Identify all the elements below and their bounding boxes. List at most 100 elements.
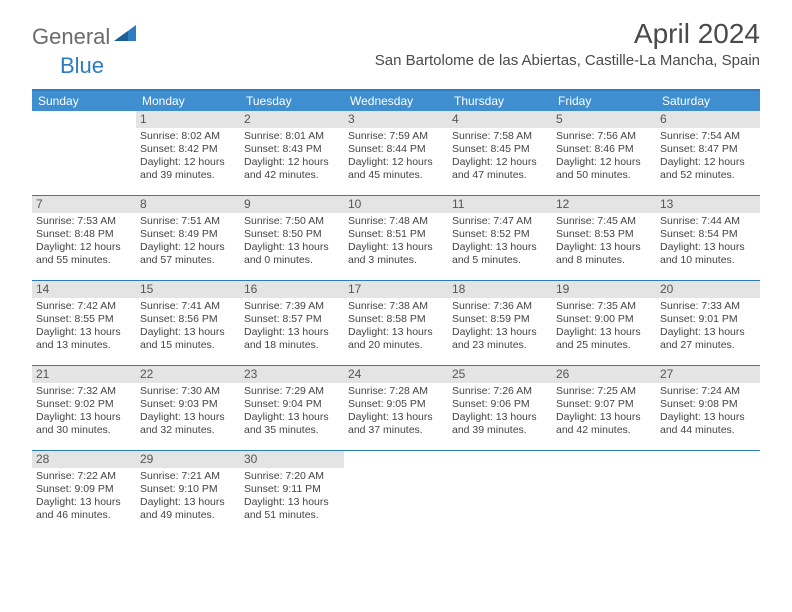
logo-triangle-icon xyxy=(114,25,136,46)
sunrise-line: Sunrise: 7:35 AM xyxy=(556,300,652,313)
day-number: 28 xyxy=(32,451,136,468)
daylight-line-2: and 25 minutes. xyxy=(556,339,652,352)
sunrise-line: Sunrise: 7:22 AM xyxy=(36,470,132,483)
day-number: 4 xyxy=(448,111,552,128)
daylight-line-2: and 8 minutes. xyxy=(556,254,652,267)
day-number: 19 xyxy=(552,281,656,298)
sunrise-line: Sunrise: 8:02 AM xyxy=(140,130,236,143)
sunset-line: Sunset: 9:02 PM xyxy=(36,398,132,411)
daylight-line-1: Daylight: 13 hours xyxy=(140,411,236,424)
day-cell: 5Sunrise: 7:56 AMSunset: 8:46 PMDaylight… xyxy=(552,111,656,195)
daylight-line-2: and 18 minutes. xyxy=(244,339,340,352)
daylight-line-1: Daylight: 12 hours xyxy=(140,241,236,254)
daylight-line-2: and 39 minutes. xyxy=(452,424,548,437)
daylight-line-1: Daylight: 13 hours xyxy=(660,326,756,339)
day-number: 6 xyxy=(656,111,760,128)
day-number: 3 xyxy=(344,111,448,128)
sunset-line: Sunset: 9:06 PM xyxy=(452,398,548,411)
sunset-line: Sunset: 9:07 PM xyxy=(556,398,652,411)
daylight-line-2: and 45 minutes. xyxy=(348,169,444,182)
daylight-line-1: Daylight: 13 hours xyxy=(140,326,236,339)
sunrise-line: Sunrise: 7:36 AM xyxy=(452,300,548,313)
sunrise-line: Sunrise: 7:32 AM xyxy=(36,385,132,398)
daylight-line-1: Daylight: 13 hours xyxy=(244,411,340,424)
day-number: 10 xyxy=(344,196,448,213)
location-title: San Bartolome de las Abiertas, Castille-… xyxy=(375,52,760,69)
sunset-line: Sunset: 9:03 PM xyxy=(140,398,236,411)
day-cell: 29Sunrise: 7:21 AMSunset: 9:10 PMDayligh… xyxy=(136,451,240,535)
daylight-line-2: and 37 minutes. xyxy=(348,424,444,437)
sunrise-line: Sunrise: 7:25 AM xyxy=(556,385,652,398)
day-number: 16 xyxy=(240,281,344,298)
day-number: 2 xyxy=(240,111,344,128)
daylight-line-1: Daylight: 13 hours xyxy=(36,411,132,424)
sunrise-line: Sunrise: 7:41 AM xyxy=(140,300,236,313)
daylight-line-2: and 30 minutes. xyxy=(36,424,132,437)
day-cell: 2Sunrise: 8:01 AMSunset: 8:43 PMDaylight… xyxy=(240,111,344,195)
day-number: 25 xyxy=(448,366,552,383)
day-cell: 21Sunrise: 7:32 AMSunset: 9:02 PMDayligh… xyxy=(32,366,136,450)
empty-cell xyxy=(32,111,136,195)
day-cell: 23Sunrise: 7:29 AMSunset: 9:04 PMDayligh… xyxy=(240,366,344,450)
day-cell: 13Sunrise: 7:44 AMSunset: 8:54 PMDayligh… xyxy=(656,196,760,280)
sunset-line: Sunset: 8:55 PM xyxy=(36,313,132,326)
sunset-line: Sunset: 8:50 PM xyxy=(244,228,340,241)
day-number: 12 xyxy=(552,196,656,213)
day-number: 30 xyxy=(240,451,344,468)
logo-text-blue: Blue xyxy=(60,53,104,78)
day-cell: 1Sunrise: 8:02 AMSunset: 8:42 PMDaylight… xyxy=(136,111,240,195)
sunrise-line: Sunrise: 7:21 AM xyxy=(140,470,236,483)
daylight-line-1: Daylight: 13 hours xyxy=(244,241,340,254)
sunset-line: Sunset: 8:54 PM xyxy=(660,228,756,241)
day-cell: 4Sunrise: 7:58 AMSunset: 8:45 PMDaylight… xyxy=(448,111,552,195)
weeks-container: 1Sunrise: 8:02 AMSunset: 8:42 PMDaylight… xyxy=(32,111,760,535)
daylight-line-1: Daylight: 13 hours xyxy=(36,326,132,339)
daylight-line-2: and 3 minutes. xyxy=(348,254,444,267)
day-number: 11 xyxy=(448,196,552,213)
day-cell: 8Sunrise: 7:51 AMSunset: 8:49 PMDaylight… xyxy=(136,196,240,280)
sunrise-line: Sunrise: 7:44 AM xyxy=(660,215,756,228)
daylight-line-1: Daylight: 12 hours xyxy=(244,156,340,169)
sunrise-line: Sunrise: 7:42 AM xyxy=(36,300,132,313)
sunset-line: Sunset: 8:56 PM xyxy=(140,313,236,326)
day-header-wednesday: Wednesday xyxy=(344,91,448,111)
day-cell: 19Sunrise: 7:35 AMSunset: 9:00 PMDayligh… xyxy=(552,281,656,365)
sunset-line: Sunset: 9:01 PM xyxy=(660,313,756,326)
daylight-line-1: Daylight: 12 hours xyxy=(140,156,236,169)
day-header-monday: Monday xyxy=(136,91,240,111)
logo: General xyxy=(32,24,138,50)
sunset-line: Sunset: 8:48 PM xyxy=(36,228,132,241)
sunset-line: Sunset: 8:51 PM xyxy=(348,228,444,241)
day-cell: 26Sunrise: 7:25 AMSunset: 9:07 PMDayligh… xyxy=(552,366,656,450)
daylight-line-2: and 10 minutes. xyxy=(660,254,756,267)
daylight-line-1: Daylight: 13 hours xyxy=(556,241,652,254)
daylight-line-1: Daylight: 13 hours xyxy=(556,411,652,424)
day-number: 27 xyxy=(656,366,760,383)
sunset-line: Sunset: 8:46 PM xyxy=(556,143,652,156)
sunrise-line: Sunrise: 7:33 AM xyxy=(660,300,756,313)
day-cell: 14Sunrise: 7:42 AMSunset: 8:55 PMDayligh… xyxy=(32,281,136,365)
sunset-line: Sunset: 9:09 PM xyxy=(36,483,132,496)
sunset-line: Sunset: 8:53 PM xyxy=(556,228,652,241)
day-header-tuesday: Tuesday xyxy=(240,91,344,111)
sunrise-line: Sunrise: 7:47 AM xyxy=(452,215,548,228)
sunrise-line: Sunrise: 7:56 AM xyxy=(556,130,652,143)
daylight-line-2: and 52 minutes. xyxy=(660,169,756,182)
day-cell: 6Sunrise: 7:54 AMSunset: 8:47 PMDaylight… xyxy=(656,111,760,195)
daylight-line-2: and 35 minutes. xyxy=(244,424,340,437)
day-header-friday: Friday xyxy=(552,91,656,111)
day-cell: 17Sunrise: 7:38 AMSunset: 8:58 PMDayligh… xyxy=(344,281,448,365)
day-number: 5 xyxy=(552,111,656,128)
day-cell: 12Sunrise: 7:45 AMSunset: 8:53 PMDayligh… xyxy=(552,196,656,280)
sunset-line: Sunset: 8:43 PM xyxy=(244,143,340,156)
empty-cell xyxy=(552,451,656,535)
empty-cell xyxy=(344,451,448,535)
day-number: 24 xyxy=(344,366,448,383)
day-number: 20 xyxy=(656,281,760,298)
empty-cell xyxy=(656,451,760,535)
day-number: 13 xyxy=(656,196,760,213)
daylight-line-2: and 0 minutes. xyxy=(244,254,340,267)
sunrise-line: Sunrise: 7:51 AM xyxy=(140,215,236,228)
day-number: 18 xyxy=(448,281,552,298)
daylight-line-1: Daylight: 13 hours xyxy=(140,496,236,509)
